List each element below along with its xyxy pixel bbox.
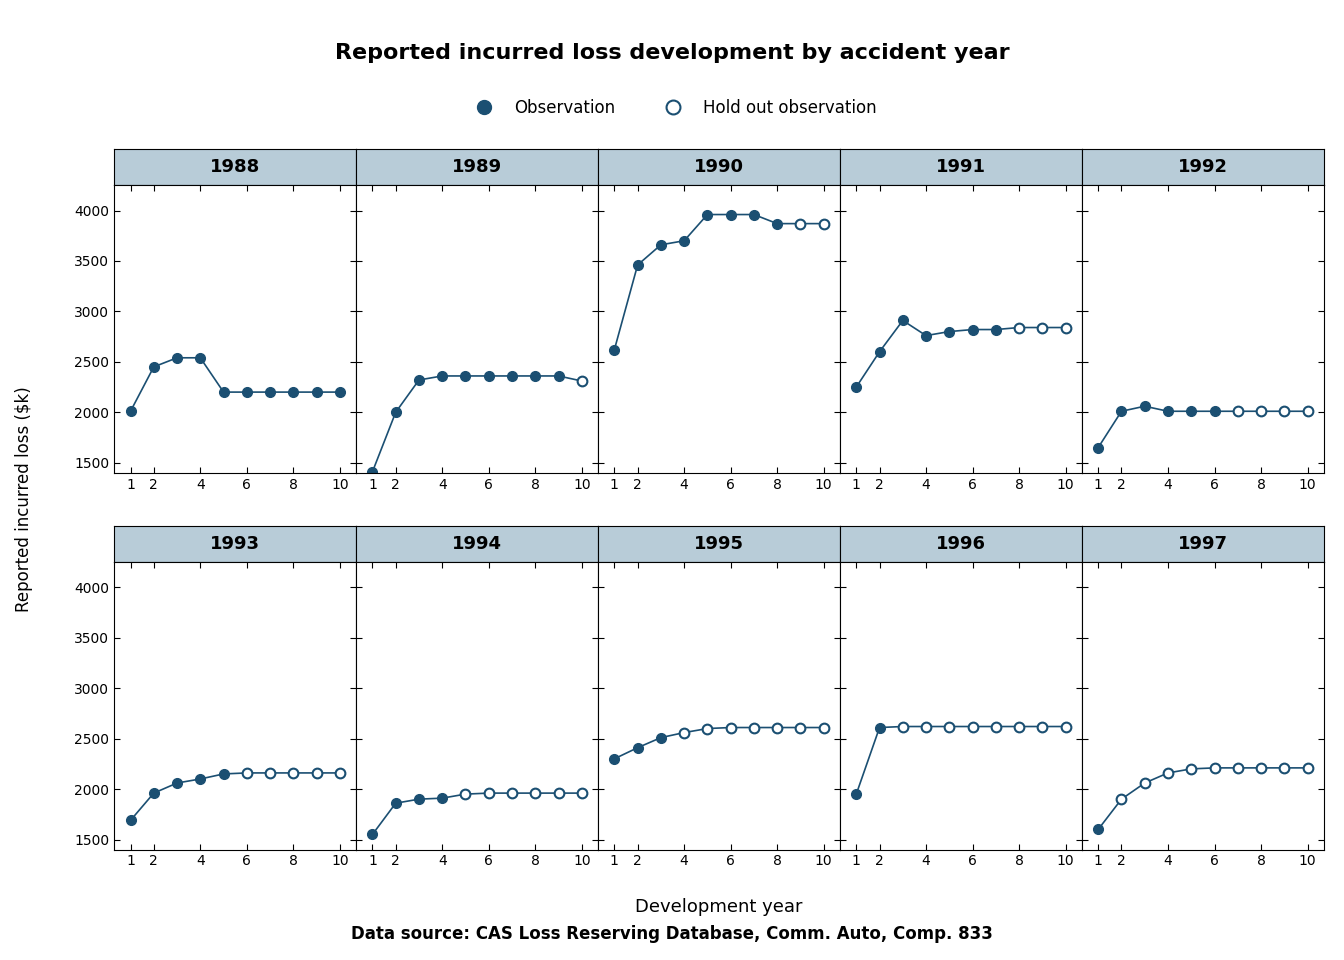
Legend: Observation, Hold out observation: Observation, Hold out observation [461, 92, 883, 123]
Text: Reported incurred loss ($k): Reported incurred loss ($k) [15, 386, 34, 612]
Text: 1997: 1997 [1177, 535, 1228, 553]
Text: Data source: CAS Loss Reserving Database, Comm. Auto, Comp. 833: Data source: CAS Loss Reserving Database… [351, 924, 993, 943]
Text: 1991: 1991 [935, 158, 986, 176]
Text: 1994: 1994 [452, 535, 503, 553]
Text: 1989: 1989 [452, 158, 503, 176]
Text: 1995: 1995 [694, 535, 745, 553]
Text: 1988: 1988 [210, 158, 261, 176]
Text: 1996: 1996 [935, 535, 986, 553]
Text: 1993: 1993 [210, 535, 261, 553]
Text: 1992: 1992 [1177, 158, 1228, 176]
Text: Development year: Development year [636, 899, 802, 916]
Text: Reported incurred loss development by accident year: Reported incurred loss development by ac… [335, 43, 1009, 63]
Text: 1990: 1990 [694, 158, 745, 176]
